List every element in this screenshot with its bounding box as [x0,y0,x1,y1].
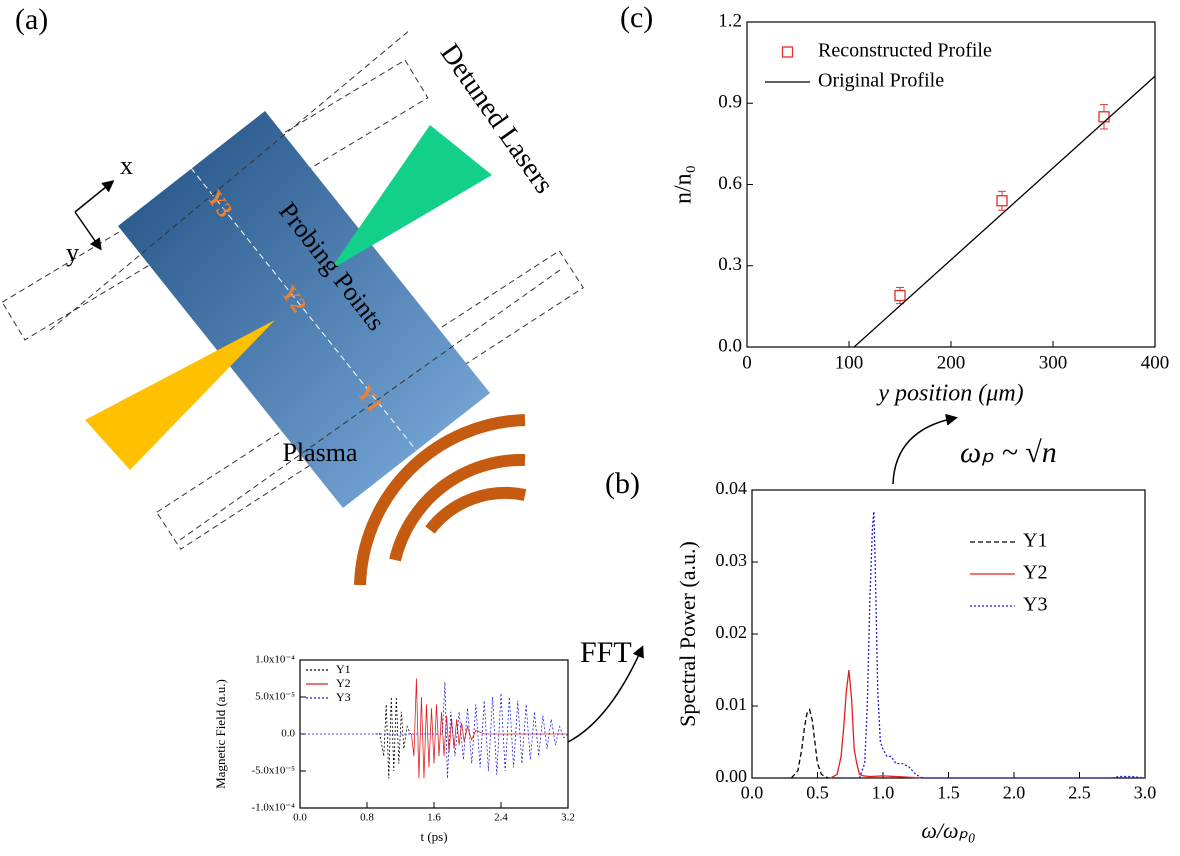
plasma-label: Plasma [282,438,358,467]
x-axis-label: y position (μm) [876,381,1023,407]
plot-frame [746,21,1156,348]
y-tick-label: 0.9 [718,92,742,113]
x-tick-label: 300 [1039,352,1068,373]
x-tick-label: 0.0 [293,811,307,823]
y-tick-label: 0.03 [716,550,748,570]
y-axis-label: n/n₀ [671,165,697,204]
y-tick-label: 0.00 [716,766,748,786]
y-tick-label: 0.01 [716,694,748,714]
fft-arrow [567,645,644,743]
beam-edge [179,269,561,541]
laser-green [330,125,492,270]
schematic: (a) x y Detuned Lasers Probing Points Pl… [1,1,1057,743]
relation-arrow [892,413,958,485]
x-tick-label: 2.0 [1003,782,1026,802]
panel-label: (a) [15,3,48,36]
x-tick-label: 200 [937,352,966,373]
legend-swatch [781,46,794,58]
legend-label: Y3 [1023,594,1047,616]
waves [354,414,527,586]
probe-line [190,167,417,451]
x-tick-label: 2.4 [494,811,508,823]
y-tick-label: 0.0 [718,335,742,356]
panel-label: (b) [605,467,640,500]
legend-label: Y1 [336,662,351,676]
series-line [410,678,568,779]
legend-label: Y2 [1023,562,1047,584]
y-tick-label: 0.04 [716,478,748,498]
series-line [858,511,1146,779]
y-tick-label: 0.02 [716,622,748,642]
legend-label: Y3 [336,690,351,704]
x-tick-label: 0.8 [360,811,374,823]
x-tick-label: 100 [835,352,864,373]
data-point [1098,111,1110,123]
x-tick-label: 1.5 [937,782,960,802]
legend-label: Original Profile [818,70,944,92]
x-arrow [74,180,115,213]
x-tick-label: 0.0 [741,782,764,802]
series-line [853,75,1156,348]
fft-label: FFT [580,636,632,669]
y-tick-label: 0.6 [718,173,742,194]
data-point [996,195,1008,207]
y-tick-label: 1.0x10⁻⁴ [255,654,295,666]
series-line [790,708,829,779]
y-arrow [74,211,102,251]
y-axis-label: Spectral Power (a.u.) [675,541,700,727]
y-tick-label: -5.0x10⁻⁵ [251,765,295,777]
y-tick-label: 5.0x10⁻⁵ [255,691,295,703]
y-tick-label: 0.0 [281,728,295,740]
legend-label: Reconstructed Profile [818,40,992,62]
laser-yellow [85,320,275,470]
series-line [375,696,411,779]
x-tick-label: 1.0 [872,782,895,802]
y-tick-label: 1.2 [718,10,742,31]
data-point [894,289,906,302]
x-axis-label: ω/ωₚ₀ [921,818,975,843]
axis-label: x [120,151,133,180]
beam-edge [49,29,411,331]
x-tick-label: 3.0 [1134,782,1157,802]
x-tick-label: 0 [742,352,752,373]
series-line [830,669,923,779]
x-tick-label: 2.5 [1068,782,1091,802]
legend-label: Y1 [1023,530,1047,552]
x-tick-label: 0.5 [806,782,829,802]
plot-frame [751,489,1146,779]
panel-label: (c) [620,1,653,34]
y-tick-label: 0.3 [718,254,742,275]
series-line [300,682,569,779]
x-axis-label: t (ps) [420,829,447,844]
axis-label: y [66,238,79,267]
y-axis-label: Magnetic Field (a.u.) [213,679,228,789]
relation-label: ωₚ ~ √n [960,436,1057,469]
x-tick-label: 1.6 [427,811,441,823]
legend-label: Y2 [336,676,351,690]
x-tick-label: 3.2 [561,811,575,823]
x-tick-label: 400 [1141,352,1170,373]
y-tick-label: -1.0x10⁻⁴ [251,802,295,814]
